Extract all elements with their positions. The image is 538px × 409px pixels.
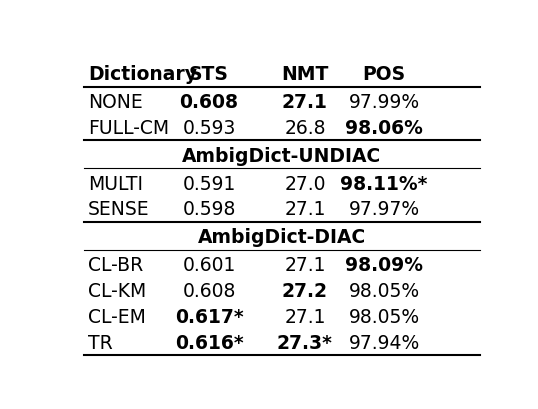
Text: 27.1: 27.1 [282,93,328,112]
Text: 0.608: 0.608 [182,281,236,300]
Text: CL-KM: CL-KM [88,281,146,300]
Text: 0.617*: 0.617* [175,307,243,326]
Text: TR: TR [88,333,113,352]
Text: 27.1: 27.1 [284,307,325,326]
Text: 98.09%: 98.09% [345,255,423,274]
Text: STS: STS [189,65,229,84]
Text: 0.608: 0.608 [180,93,238,112]
Text: FULL-CM: FULL-CM [88,119,169,137]
Text: NONE: NONE [88,93,143,112]
Text: 97.99%: 97.99% [349,93,420,112]
Text: AmbigDict-DIAC: AmbigDict-DIAC [198,228,366,247]
Text: 27.2: 27.2 [282,281,328,300]
Text: 0.591: 0.591 [182,174,236,193]
Text: 97.94%: 97.94% [349,333,420,352]
Text: CL-EM: CL-EM [88,307,146,326]
Text: NMT: NMT [281,65,329,84]
Text: SENSE: SENSE [88,200,150,219]
Text: 97.97%: 97.97% [349,200,420,219]
Text: 98.05%: 98.05% [349,307,420,326]
Text: MULTI: MULTI [88,174,143,193]
Text: POS: POS [363,65,406,84]
Text: 98.11%*: 98.11%* [341,174,428,193]
Text: 27.1: 27.1 [284,255,325,274]
Text: 27.1: 27.1 [284,200,325,219]
Text: 26.8: 26.8 [284,119,325,137]
Text: CL-BR: CL-BR [88,255,143,274]
Text: 98.06%: 98.06% [345,119,423,137]
Text: 27.3*: 27.3* [277,333,333,352]
Text: AmbigDict-UNDIAC: AmbigDict-UNDIAC [182,146,381,165]
Text: 0.598: 0.598 [182,200,236,219]
Text: 0.616*: 0.616* [175,333,243,352]
Text: 27.0: 27.0 [284,174,325,193]
Text: 98.05%: 98.05% [349,281,420,300]
Text: 0.601: 0.601 [182,255,236,274]
Text: Dictionary: Dictionary [88,65,197,84]
Text: 0.593: 0.593 [182,119,236,137]
